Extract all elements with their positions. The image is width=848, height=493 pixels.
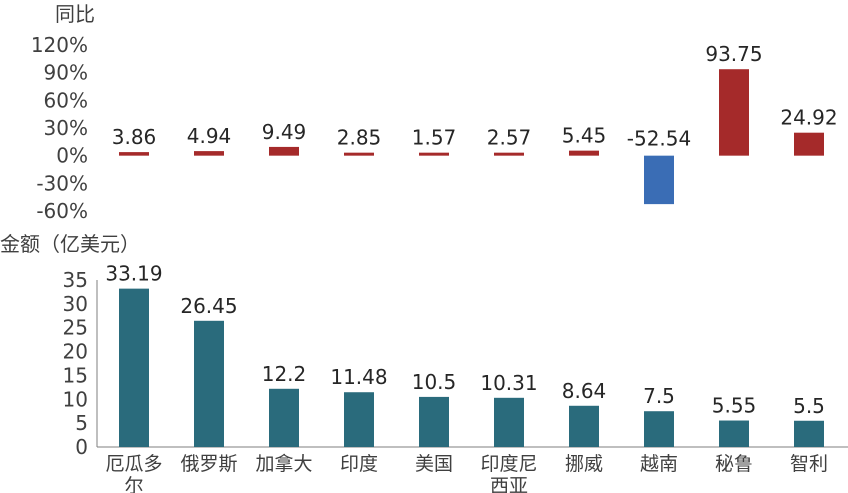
yoy-bar [494, 152, 524, 156]
yoy-data-label: 3.86 [112, 125, 157, 149]
yoy-bar [569, 150, 599, 156]
amount-bar [644, 411, 674, 447]
yoy-data-label: 2.85 [337, 126, 382, 150]
yoy-data-label: -52.54 [627, 127, 691, 151]
amount-data-label: 5.5 [793, 394, 825, 418]
yoy-chart: 同比 120% 90% 60% 30% 0% -30% -60% 3.86 4.94 9.49 2.8… [31, 2, 838, 223]
amount-tick-label: 30 [63, 292, 88, 316]
amount-data-label: 7.5 [643, 384, 675, 408]
amount-tick-label: 20 [63, 340, 88, 364]
category-label: 印度尼西亚 [480, 453, 537, 493]
category-label: 美国 [415, 453, 453, 475]
category-label: 俄罗斯 [180, 453, 237, 475]
amount-bar [569, 405, 599, 447]
amount-data-label: 5.55 [712, 394, 757, 418]
amount-data-label: 10.31 [480, 371, 537, 395]
amount-data-label: 10.5 [412, 370, 457, 394]
category-label: 厄瓜多尔 [105, 453, 162, 493]
amount-bar [794, 420, 824, 447]
amount-tick-label: 15 [63, 363, 88, 387]
amount-data-label: 33.19 [105, 262, 162, 286]
category-label: 秘鲁 [715, 453, 753, 475]
yoy-tick-label: 0% [56, 144, 88, 168]
yoy-bar [119, 152, 149, 156]
amount-data-label: 12.2 [262, 362, 307, 386]
amount-data-label: 26.45 [180, 294, 237, 318]
category-label: 加拿大 [255, 452, 312, 475]
yoy-data-label: 5.45 [562, 124, 607, 148]
amount-bar [194, 320, 224, 447]
yoy-tick-label: 120% [31, 33, 88, 57]
yoy-tick-label: -60% [36, 199, 88, 223]
category-label: 挪威 [565, 453, 603, 475]
amount-data-label: 8.64 [562, 379, 607, 403]
yoy-bar [194, 151, 224, 156]
amount-tick-label: 10 [63, 387, 88, 411]
yoy-data-label: 2.57 [487, 126, 532, 150]
amount-data-label: 11.48 [330, 365, 387, 389]
yoy-bar [269, 146, 299, 156]
yoy-bar [419, 152, 449, 156]
yoy-bar [719, 69, 749, 156]
amount-bar [719, 420, 749, 447]
yoy-data-label: 1.57 [412, 126, 457, 150]
amount-bar [494, 397, 524, 447]
yoy-bar [644, 155, 674, 205]
yoy-data-label: 24.92 [780, 106, 837, 130]
yoy-bar [344, 152, 374, 156]
amount-tick-label: 35 [63, 268, 88, 292]
yoy-data-label: 4.94 [187, 124, 232, 148]
yoy-bar [794, 132, 824, 156]
amount-bar [419, 396, 449, 447]
yoy-data-label: 9.49 [262, 120, 307, 144]
amount-tick-label: 0 [75, 435, 88, 459]
category-label: 越南 [640, 453, 678, 475]
amount-bar [344, 392, 374, 447]
yoy-tick-label: 30% [44, 116, 88, 140]
amount-bar [269, 388, 299, 447]
amount-axis-title: 金额（亿美元） [0, 232, 140, 256]
yoy-tick-label: -30% [36, 171, 88, 195]
yoy-axis-title: 同比 [55, 2, 95, 26]
amount-tick-label: 5 [75, 411, 88, 435]
category-label: 印度 [340, 453, 378, 475]
amount-tick-label: 25 [63, 316, 88, 340]
category-label: 智利 [790, 453, 828, 475]
yoy-data-label: 93.75 [705, 42, 762, 66]
amount-bar [119, 288, 149, 447]
yoy-tick-label: 90% [44, 61, 88, 85]
yoy-tick-label: 60% [44, 88, 88, 112]
